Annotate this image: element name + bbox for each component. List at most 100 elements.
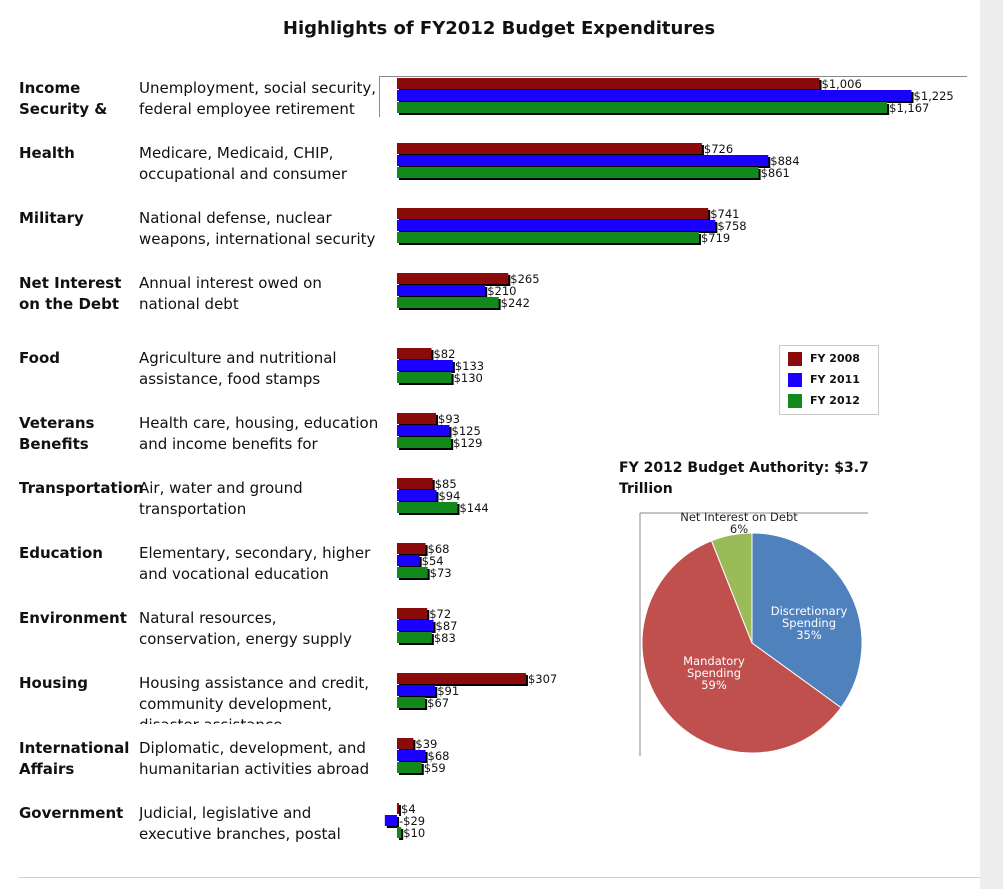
bar-value-label: $10: [403, 826, 425, 840]
page: Highlights of FY2012 Budget Expenditures…: [0, 0, 980, 889]
bar-fy-2012: [397, 567, 428, 578]
bar-chart: $1,006$1,225$1,167$726$884$861$741$758$7…: [384, 77, 954, 840]
bar-fy-2008: [397, 803, 399, 814]
bar-fy-2011: [397, 685, 436, 696]
bar-fy-2012: [397, 372, 452, 383]
legend-label: FY 2011: [810, 373, 860, 386]
row-government: Government Judicial, legislative and exe…: [0, 803, 980, 863]
category-label: Income Security & Labor: [19, 79, 108, 122]
bar-value-label: $82: [433, 347, 455, 361]
pie-label-net-interest: Net Interest on Debt 6%: [680, 510, 798, 536]
bar-fy-2012: [397, 232, 699, 243]
bar-fy-2008: [397, 273, 509, 284]
bar-value-label: $884: [770, 154, 799, 168]
bar-fy-2008: [397, 413, 437, 424]
category-label: Net Interest on the Debt: [19, 274, 122, 313]
category-label: Veterans Benefits: [19, 414, 95, 453]
bar-fy-2008: [397, 208, 709, 219]
bar-fy-2012: [397, 437, 452, 448]
row-income-security: Income Security & Labor Unemployment, so…: [0, 78, 980, 138]
legend-label: FY 2012: [810, 394, 860, 407]
bar-value-label: $59: [424, 761, 446, 775]
bar-value-label: -$29: [399, 814, 425, 828]
bar-value-label: $758: [717, 219, 746, 233]
bar-value-label: $719: [701, 231, 730, 245]
category-description: Air, water and ground transportation: [139, 479, 303, 518]
chart-top-border: [379, 76, 967, 77]
bar-value-label: $210: [487, 284, 516, 298]
legend-item-fy2011: FY 2011: [788, 369, 870, 390]
row-military: Military National defense, nuclear weapo…: [0, 208, 980, 268]
bar-value-label: $39: [415, 737, 437, 751]
pie-label-mandatory: Mandatory Spending 59%: [683, 654, 745, 692]
category-label: Government: [19, 804, 124, 822]
category-description: Natural resources, conservation, energy …: [139, 609, 352, 653]
row-environment: Environment Natural resources, conservat…: [0, 608, 980, 668]
legend-swatch: [788, 393, 802, 408]
bar-value-label: $67: [427, 696, 449, 710]
bar-value-label: $68: [428, 542, 450, 556]
bar-value-label: $68: [428, 749, 450, 763]
pie-slice-net-interest-on-debt: [710, 532, 753, 644]
bar-value-label: $741: [710, 207, 739, 221]
bar-value-label: $1,167: [889, 101, 929, 115]
pie-title: FY 2012 Budget Authority: $3.7 Trillion: [619, 460, 869, 497]
bar-value-label: $72: [429, 607, 451, 621]
legend-label: FY 2008: [810, 352, 860, 365]
bar-value-label: $861: [761, 166, 790, 180]
category-description: Housing assistance and credit, community…: [139, 674, 370, 724]
row-housing: Housing Housing assistance and credit, c…: [0, 673, 980, 733]
bar-value-label: $1,006: [822, 77, 862, 91]
legend-swatch: [788, 372, 802, 387]
bar-value-label: $91: [437, 684, 459, 698]
bar-fy-2011: [397, 425, 450, 436]
category-label: International Affairs: [19, 739, 130, 778]
category-label: Transportation: [19, 479, 144, 497]
bar-fy-2012: [397, 697, 426, 708]
category-label: Military: [19, 209, 84, 227]
bar-fy-2011: [397, 750, 426, 761]
bar-shadow: [399, 805, 401, 816]
legend: FY 2008 FY 2011 FY 2012: [779, 345, 879, 415]
bar-value-label: $144: [459, 501, 488, 515]
bar-fy-2012: [397, 762, 422, 773]
bar-fy-2008: [397, 78, 820, 89]
bar-value-label: $129: [453, 436, 482, 450]
bar-fy-2011: [397, 90, 912, 101]
bar-fy-2011: [397, 490, 437, 501]
bar-value-label: $242: [501, 296, 530, 310]
bar-value-label: $73: [430, 566, 452, 580]
pie-chart: Discretionary Spending 35% Mandatory Spendin…: [639, 510, 868, 756]
bar-fy-2012: [397, 297, 499, 308]
bar-value-label: $726: [704, 142, 733, 156]
bar-fy-2011: [397, 155, 769, 166]
category-description: Unemployment, social security, federal e…: [139, 79, 377, 122]
row-veterans: Veterans Benefits Health care, housing, …: [0, 413, 980, 473]
bar-fy-2011: [397, 285, 486, 296]
category-label: Education: [19, 544, 103, 562]
pie-label-discretionary: Discretionary Spending 35%: [771, 604, 848, 642]
bar-fy-2011: [397, 220, 716, 231]
row-international-affairs: International Affairs Diplomatic, develo…: [0, 738, 980, 798]
category-description: National defense, nuclear weapons, inter…: [139, 209, 376, 248]
row-transportation: Transportation Air, water and ground tra…: [0, 478, 980, 538]
bar-value-label: $94: [438, 489, 460, 503]
legend-item-fy2012: FY 2012: [788, 390, 870, 411]
category-description: Elementary, secondary, higher and vocati…: [139, 544, 371, 583]
bar-fy-2011: [384, 815, 397, 826]
bar-fy-2011: [397, 620, 434, 631]
bar-value-label: $265: [510, 272, 539, 286]
bar-fy-2012: [397, 102, 888, 113]
bar-fy-2008: [397, 348, 432, 359]
bar-value-label: $85: [435, 477, 457, 491]
bar-value-label: $4: [401, 802, 416, 816]
pie-slice-discretionary-spending: [751, 532, 863, 709]
row-health: Health Medicare, Medicaid, CHIP, occupat…: [0, 143, 980, 203]
bar-fy-2012: [397, 632, 432, 643]
category-label: Environment: [19, 609, 127, 627]
category-label: Food: [19, 349, 60, 367]
bar-value-label: $1,225: [914, 89, 954, 103]
bottom-divider: [19, 877, 980, 878]
bar-fy-2008: [397, 543, 426, 554]
bar-value-label: $133: [455, 359, 484, 373]
